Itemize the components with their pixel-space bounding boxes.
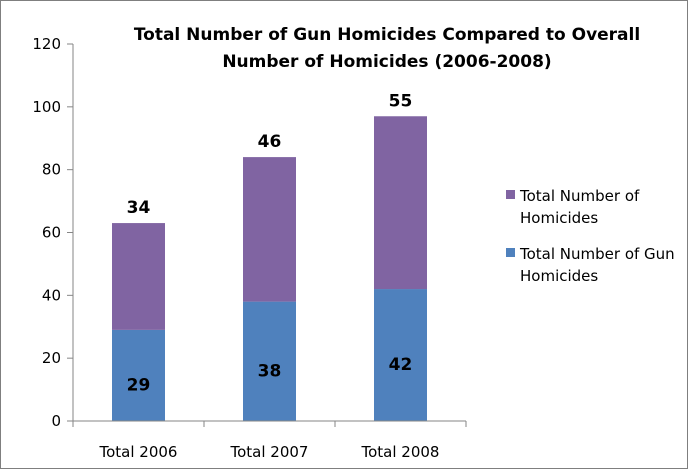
y-axis: 0 20 40 60 80 100 120 [32, 35, 74, 430]
legend-label: Homicides [520, 209, 598, 227]
legend-label: Total Number of Gun [519, 245, 675, 263]
x-category-label: Total 2007 [230, 443, 309, 461]
data-label: 29 [127, 375, 151, 395]
data-label: 55 [389, 91, 413, 111]
y-tick-label: 60 [42, 224, 61, 242]
legend-label: Total Number of [519, 187, 640, 205]
bar-segment [243, 301, 296, 421]
y-tick-label: 100 [32, 98, 61, 116]
y-tick-label: 20 [42, 349, 61, 367]
data-label: 42 [389, 355, 413, 375]
bar-segment [112, 223, 165, 330]
y-tick-label: 120 [32, 35, 61, 53]
bars [112, 116, 427, 421]
bar-segment [374, 289, 427, 421]
data-label: 46 [258, 132, 282, 152]
y-tick-label: 0 [51, 412, 61, 430]
data-label: 34 [127, 198, 151, 218]
x-category-label: Total 2006 [99, 443, 178, 461]
legend-label: Homicides [520, 267, 598, 285]
legend-swatch [506, 248, 515, 257]
data-label: 38 [258, 361, 282, 381]
bar-segment [112, 329, 165, 421]
x-axis: Total 2006 Total 2007 Total 2008 [72, 420, 467, 461]
legend: Total Number of Homicides Total Number of … [506, 187, 675, 285]
legend-swatch [506, 190, 515, 199]
y-tick-label: 80 [42, 161, 61, 179]
bar-segment [374, 116, 427, 290]
y-tick-label: 40 [42, 286, 61, 304]
x-category-label: Total 2008 [361, 443, 440, 461]
chart-title-line-2: Number of Homicides (2006-2008) [222, 52, 551, 72]
chart-title-line-1: Total Number of Gun Homicides Compared t… [134, 25, 640, 45]
bar-segment [243, 157, 296, 302]
data-labels: 29 34 38 46 42 55 [127, 91, 413, 395]
chart-title: Total Number of Gun Homicides Compared t… [134, 25, 640, 72]
